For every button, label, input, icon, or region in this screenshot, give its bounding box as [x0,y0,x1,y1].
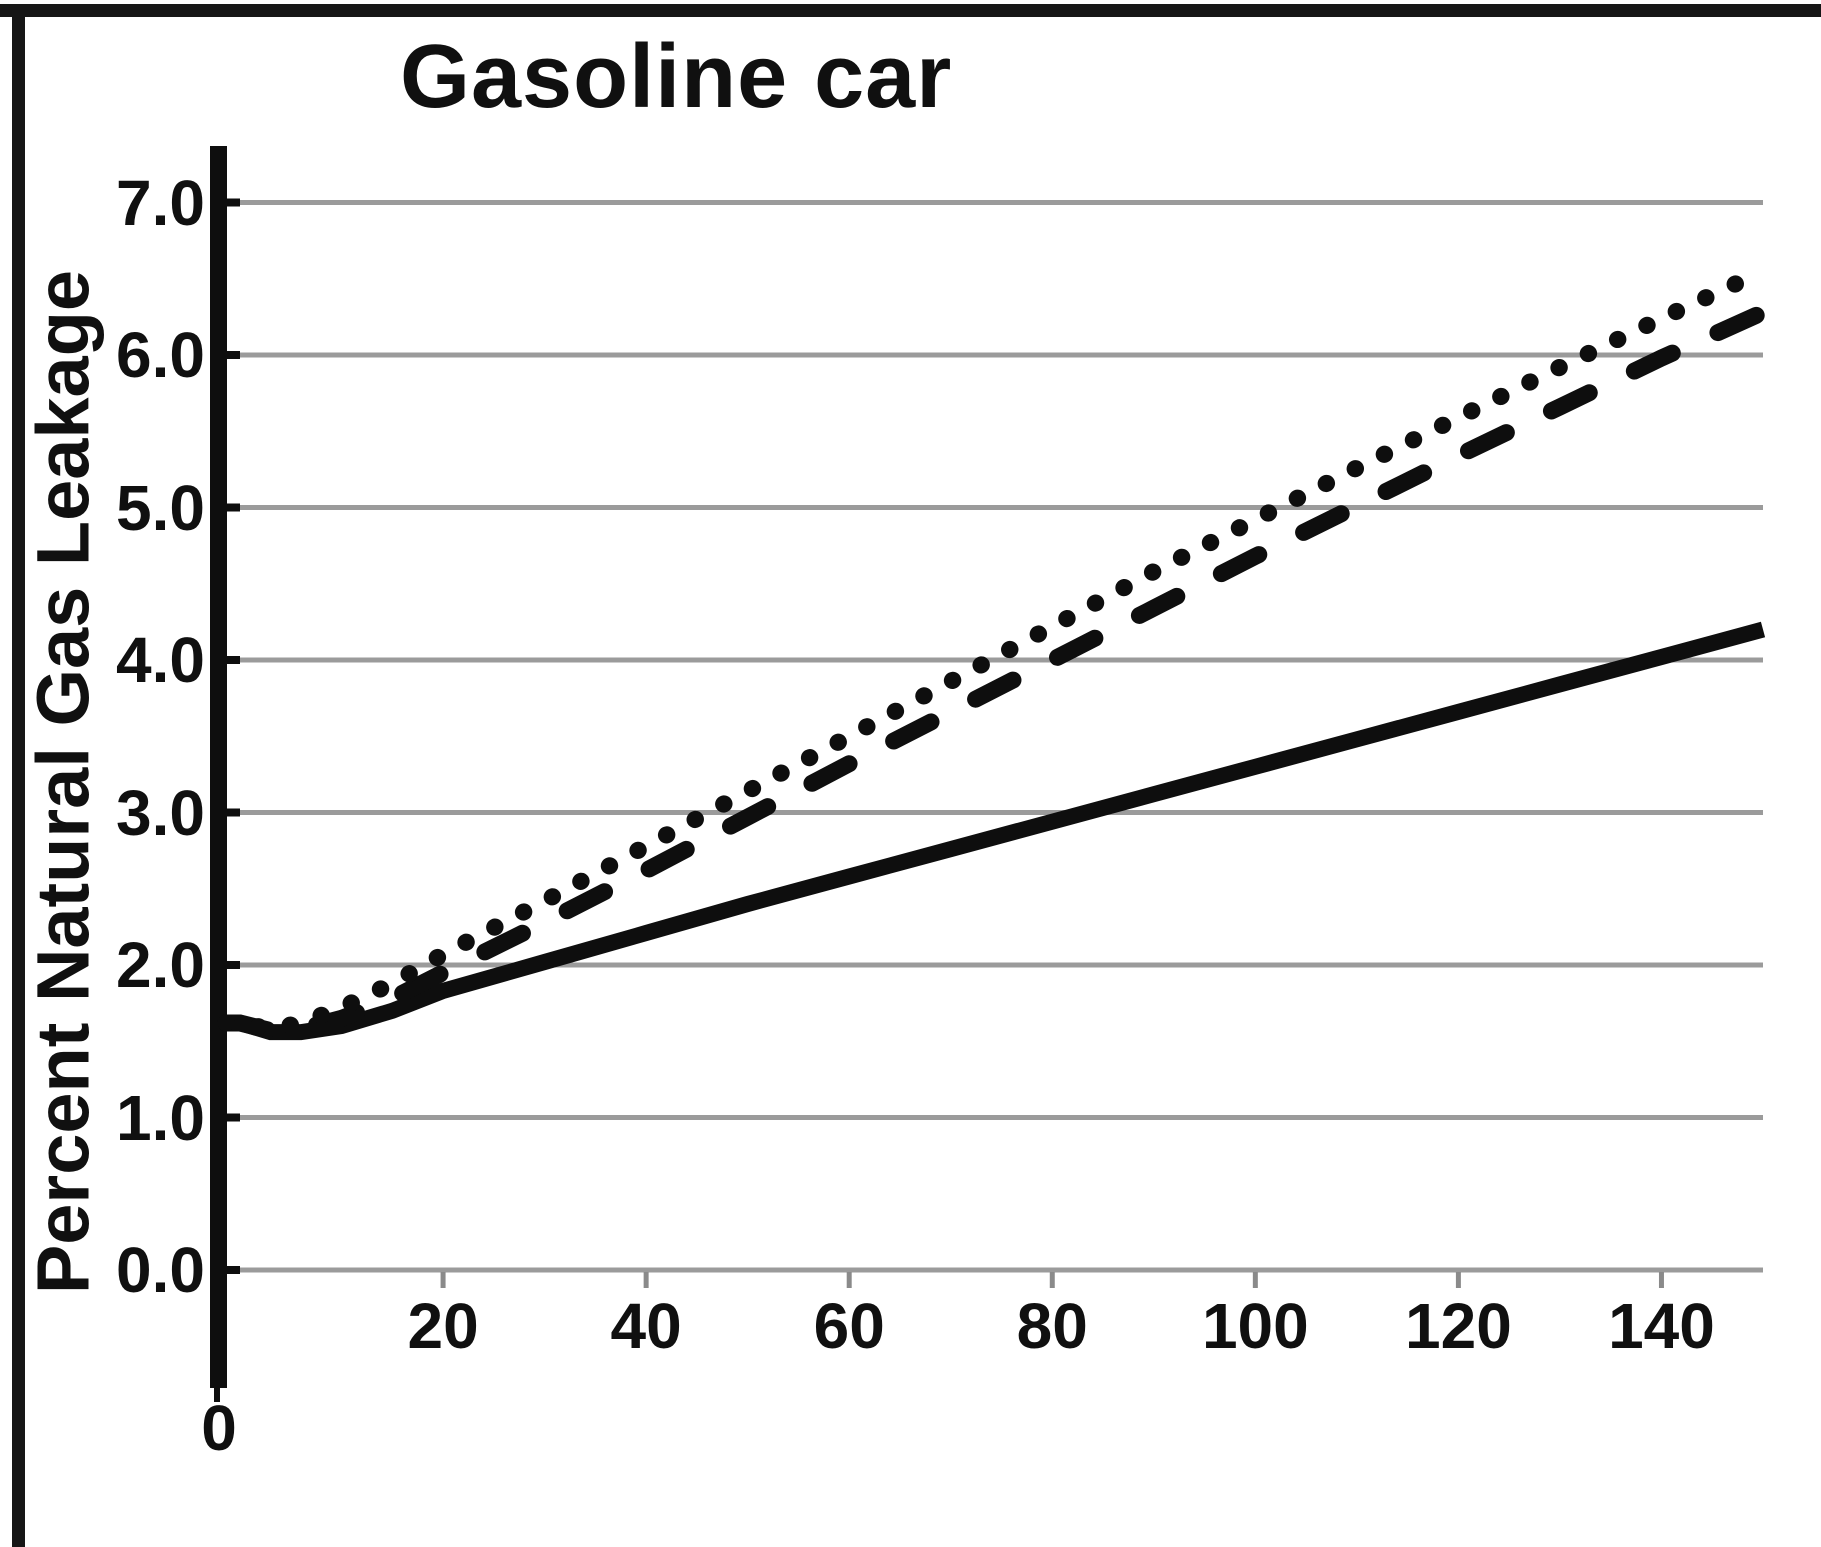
y-tick-mark-1 [226,1113,240,1122]
frame-top-border [0,4,1821,17]
y-tick-label-1.0: 1.0 [116,1081,205,1154]
frame-left-border [12,4,25,1547]
y-tick-mark-3 [226,808,240,817]
y-axis-foot-tick [214,1388,220,1402]
x-tick-mark-60 [846,1272,852,1288]
x-tick-label-120: 120 [1405,1290,1512,1362]
y-tick-mark-4 [226,656,240,664]
x-tick-mark-120 [1455,1272,1461,1288]
x-tick-mark-100 [1252,1272,1258,1288]
y-tick-label-2.0: 2.0 [116,929,205,1001]
y-tick-label-0.0: 0.0 [116,1234,205,1306]
x-tick-label-100: 100 [1201,1290,1309,1362]
x-tick-label-0: 0 [201,1392,237,1464]
y-tick-mark-2 [226,961,240,969]
x-tick-label-60: 60 [813,1290,885,1362]
x-tick-label-20: 20 [407,1290,479,1362]
x-tick-mark-140 [1658,1272,1664,1288]
y-axis-line [210,146,227,1388]
series-dotted-line [217,262,1772,1038]
x-tick-label-80: 80 [1016,1290,1088,1362]
series-dashed-line [217,303,1772,1040]
y-tick-label-7.0: 7.0 [116,166,205,239]
y-tick-mark-6 [226,351,240,359]
y-tick-mark-7 [226,198,240,207]
chart-title: Gasoline car [400,27,953,127]
series-solid-line [226,621,1766,1041]
y-tick-mark-0 [226,1266,240,1274]
y-tick-label-5.0: 5.0 [116,471,205,544]
y-tick-label-6.0: 6.0 [116,319,205,391]
x-tick-mark-80 [1049,1272,1055,1288]
x-tick-label-140: 140 [1608,1290,1715,1362]
y-tick-mark-5 [226,503,240,512]
x-tick-mark-40 [643,1272,649,1288]
x-tick-label-40: 40 [610,1290,682,1362]
y-tick-label-3.0: 3.0 [116,776,205,849]
y-tick-label-4.0: 4.0 [116,624,205,696]
x-tick-mark-20 [440,1272,446,1288]
